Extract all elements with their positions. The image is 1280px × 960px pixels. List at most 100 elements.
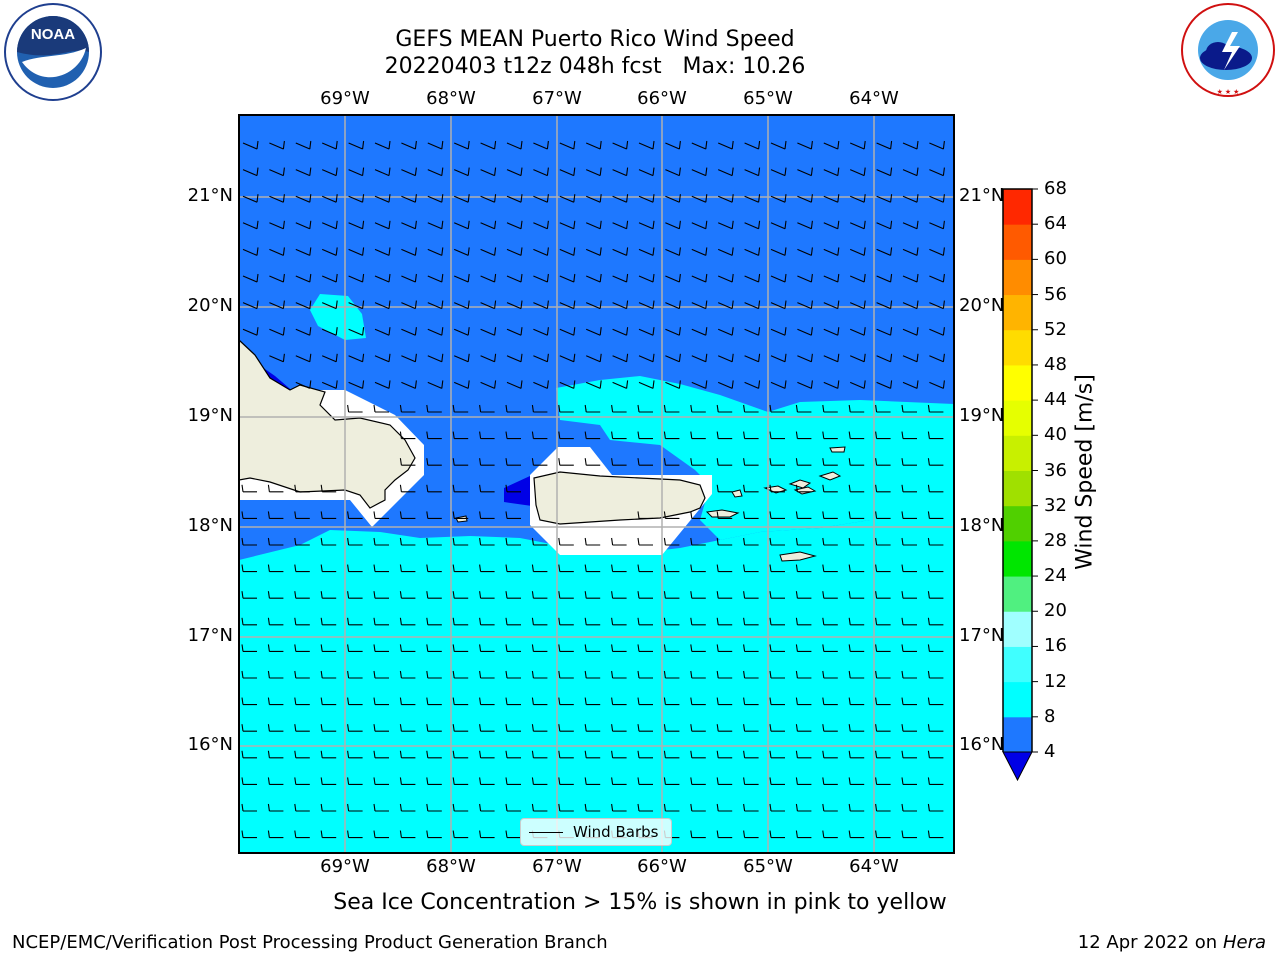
wind-barb	[665, 300, 681, 310]
wind-barb	[321, 220, 338, 230]
wind-barb	[452, 803, 469, 812]
wind-barb	[241, 591, 257, 599]
wind-barb	[320, 777, 337, 785]
wind-barb	[770, 380, 787, 389]
wind-8-12-patch-east	[912, 700, 954, 735]
wind-barb	[876, 167, 893, 177]
wind-barb	[321, 273, 338, 283]
wind-barb	[849, 380, 866, 389]
wind-barb	[505, 803, 521, 812]
wind-barb	[663, 431, 680, 440]
wind-barb	[533, 140, 549, 150]
wind-barb	[558, 803, 574, 812]
wind-barb	[901, 564, 917, 573]
wind-barb	[769, 697, 785, 706]
wind-barb	[902, 300, 919, 310]
wind-barb	[453, 194, 470, 203]
wind-barb	[823, 220, 840, 230]
wind-barb	[559, 220, 576, 230]
wind-barb	[901, 670, 917, 679]
island	[731, 489, 743, 498]
wind-barb	[373, 591, 389, 599]
wind-barb	[531, 458, 548, 466]
wind-barb	[875, 458, 891, 466]
wind-barb	[663, 564, 680, 573]
axis-tick-label: 65°W	[743, 88, 793, 109]
wind-barb	[691, 194, 708, 203]
wind-barb	[426, 644, 442, 652]
colorbar-tick-label: 68	[1044, 178, 1067, 199]
wind-barb	[479, 484, 495, 493]
wind-barb	[849, 300, 866, 310]
wind-barb	[848, 591, 865, 599]
wind-barb	[743, 431, 759, 440]
wind-barb	[242, 247, 259, 256]
wind-barb	[795, 670, 812, 679]
wind-barb	[505, 670, 521, 679]
wind-barb	[876, 220, 893, 230]
wind-barb	[822, 564, 838, 573]
wind-barb	[267, 591, 284, 599]
wind-barb	[452, 724, 469, 732]
wind-barb	[585, 273, 602, 283]
colorbar-tick-label: 44	[1044, 389, 1067, 411]
wind-barb	[638, 380, 655, 389]
wind-barb	[585, 380, 602, 389]
wind-barb	[848, 404, 865, 413]
wind-barb	[929, 300, 945, 310]
wind-barb	[558, 777, 574, 785]
wind-barb	[374, 140, 391, 150]
wind-barb	[267, 724, 284, 732]
colorbar-tick-label: 56	[1044, 283, 1067, 305]
wind-barb	[453, 167, 470, 177]
wind-barb	[241, 564, 257, 573]
wind-barb	[374, 167, 391, 177]
wind-barb	[479, 750, 495, 759]
wind-barb	[480, 220, 497, 230]
wind-barb	[374, 194, 391, 203]
wind-barb	[267, 644, 284, 652]
wind-barb	[848, 617, 865, 626]
wind-barb	[716, 458, 733, 466]
wind-barb	[663, 617, 680, 626]
wind-barb	[637, 458, 653, 466]
wind-barb	[531, 724, 548, 732]
wind-barb	[691, 353, 708, 363]
wind-barb	[584, 564, 601, 573]
axis-tick-label: 65°W	[743, 856, 793, 877]
wind-barb	[795, 511, 812, 519]
wind-barb	[690, 644, 706, 652]
wind-barb	[929, 353, 945, 363]
wind-barb	[320, 617, 337, 626]
wind-barb	[822, 830, 838, 839]
wind-barb	[321, 194, 338, 203]
wind-barb	[665, 273, 681, 283]
wind-barb	[849, 353, 866, 363]
wind-barb	[823, 140, 840, 150]
wind-barb	[823, 194, 840, 203]
wind-barb	[849, 167, 866, 177]
wind-barb	[929, 273, 945, 283]
wind-barb	[347, 750, 363, 759]
wind-barb	[716, 803, 733, 812]
colorbar-title: Wind Speed [m/s]	[1072, 374, 1098, 570]
wind-barb	[822, 617, 838, 626]
wind-barb	[849, 247, 866, 256]
wind-barb	[769, 617, 785, 626]
wind-barb	[927, 803, 944, 812]
wind-barb	[769, 591, 785, 599]
wind-barb	[797, 140, 813, 150]
wind-barb	[294, 724, 310, 732]
wind-barb	[823, 247, 840, 256]
wind-barb	[769, 537, 785, 546]
wind-barb	[506, 273, 523, 283]
wind-barb	[479, 564, 495, 573]
wind-barb	[533, 353, 549, 363]
wind-barb	[269, 167, 285, 177]
wind-barb	[374, 247, 391, 256]
wind-barb	[795, 724, 812, 732]
wind-barb	[506, 167, 523, 177]
wind-barb	[743, 564, 759, 573]
wind-barb	[770, 220, 787, 230]
wind-barb	[797, 380, 813, 389]
